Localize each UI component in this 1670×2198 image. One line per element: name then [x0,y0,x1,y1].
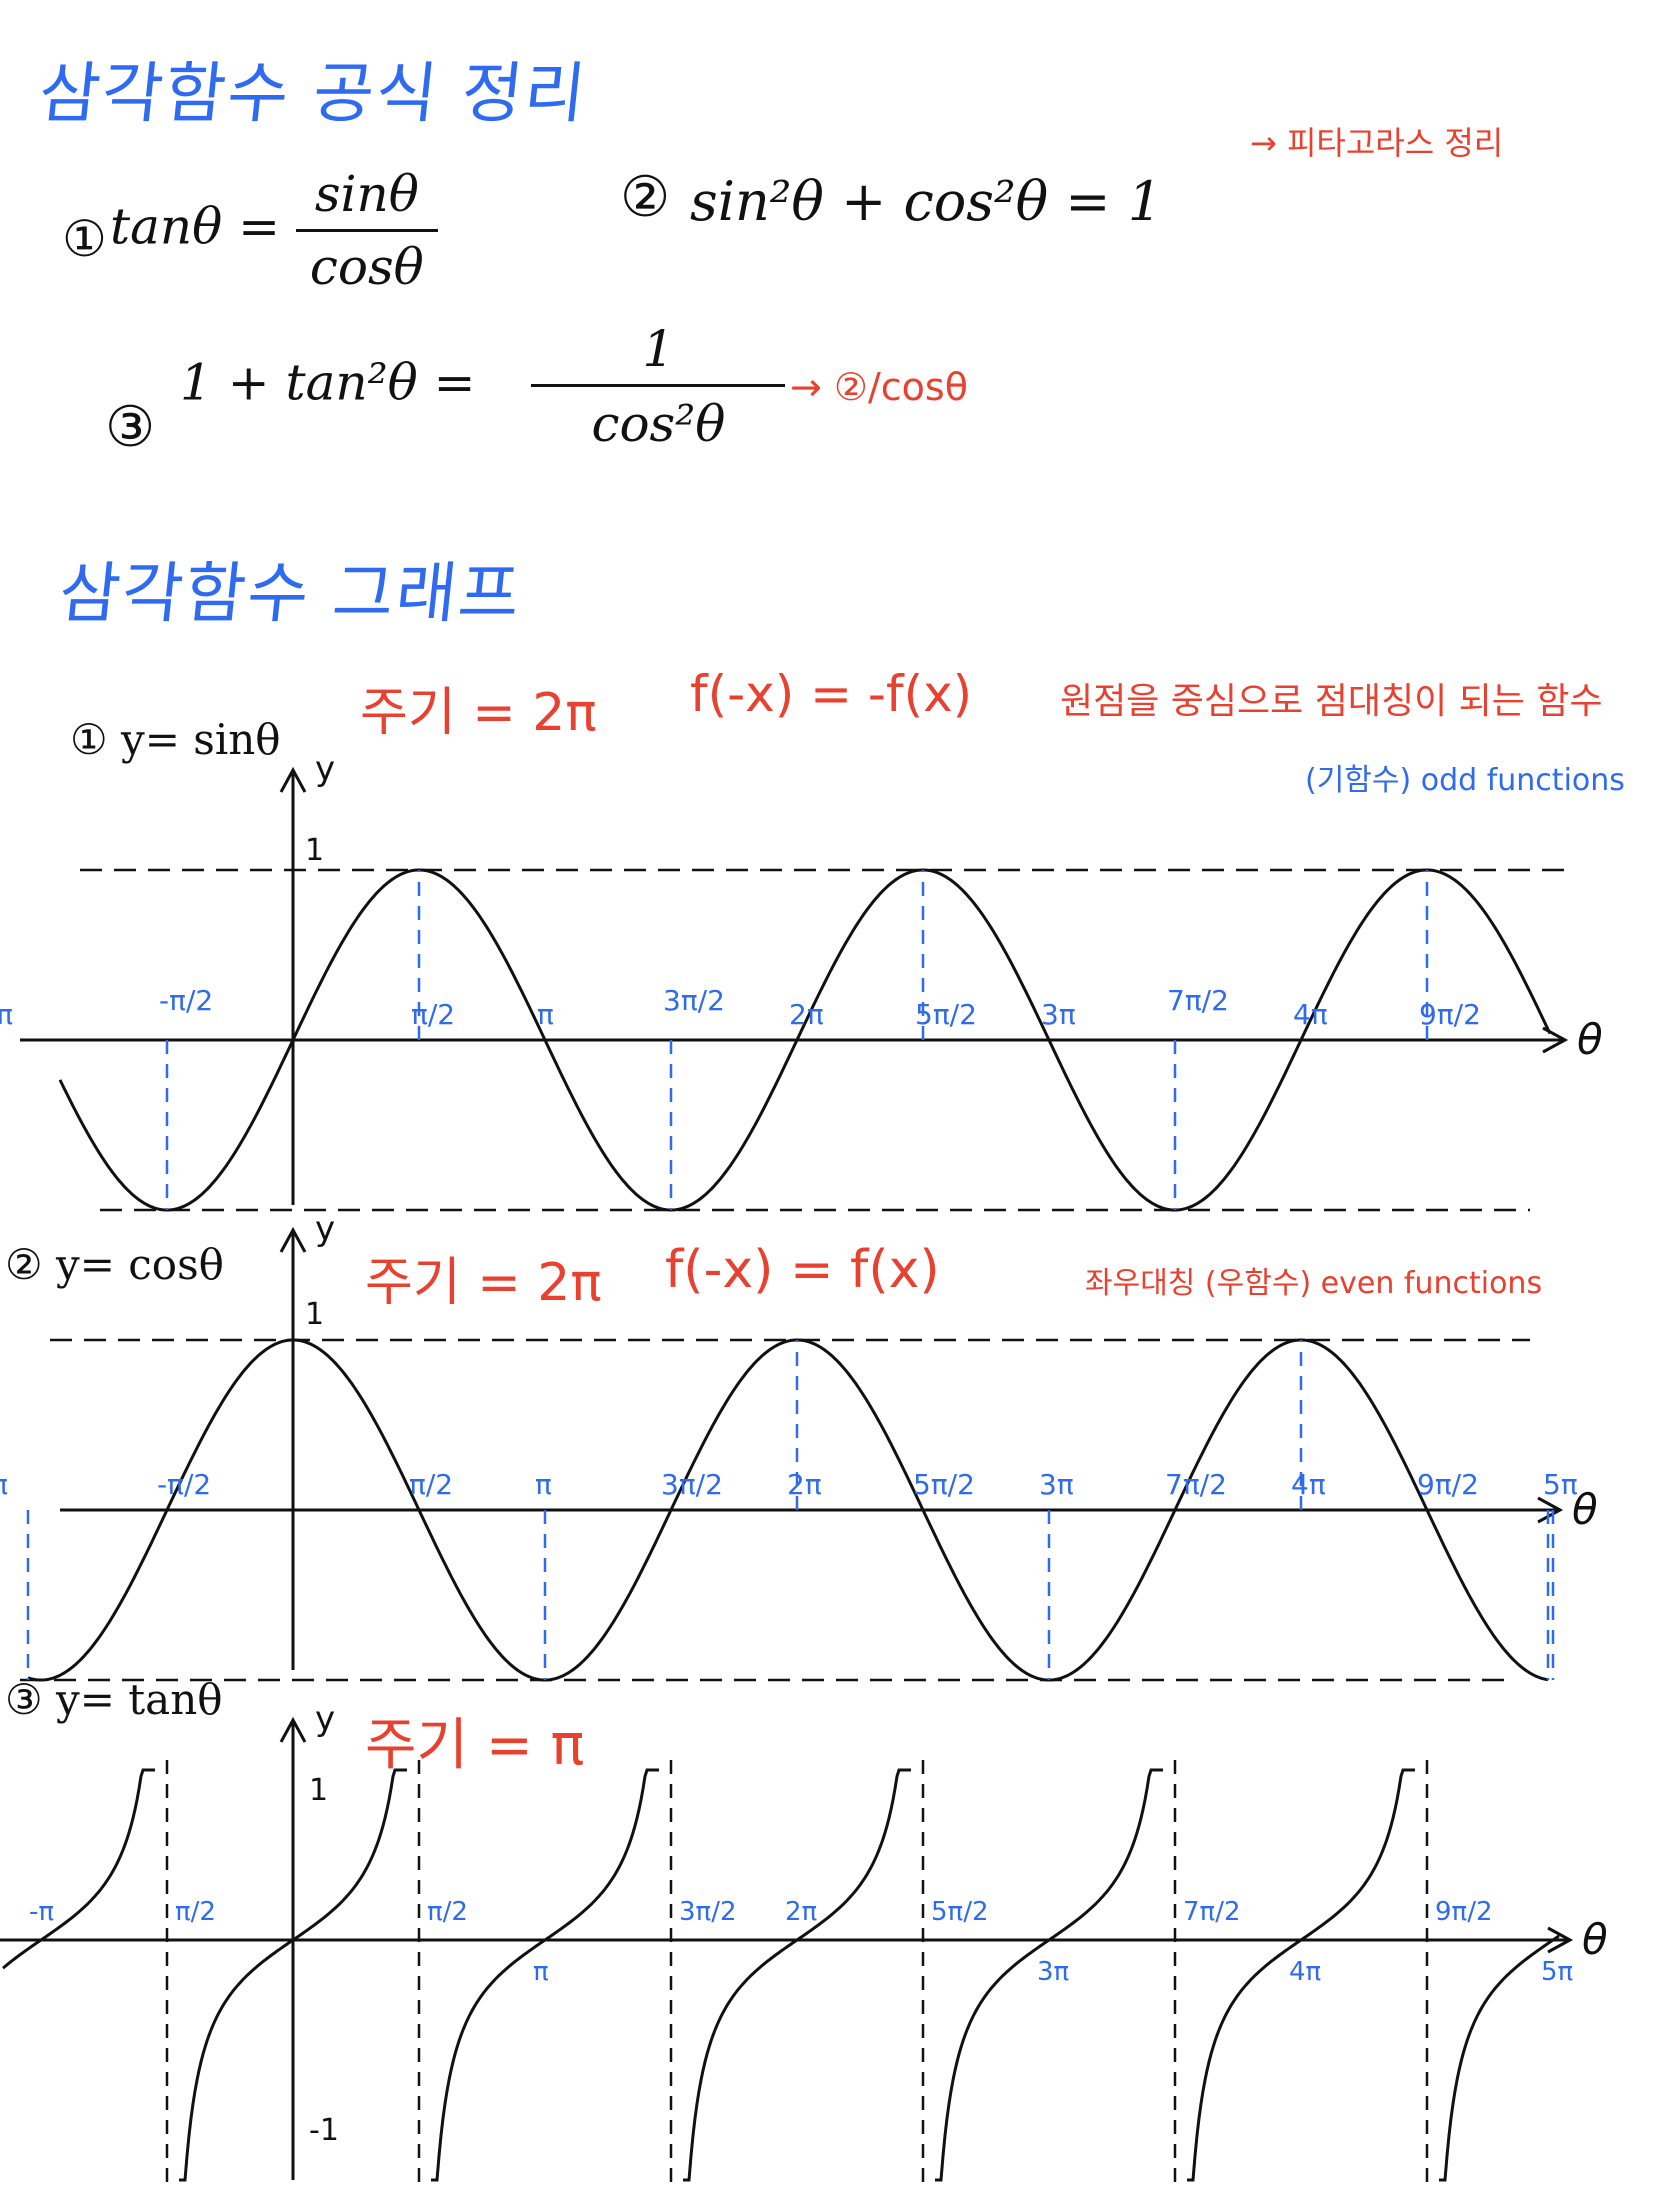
sin-tick-label-6: 5π/2 [915,998,977,1031]
tan-tick-label-7: 3π [1037,1957,1069,1987]
tan-tick-label-0: -π [29,1897,54,1927]
tan-branch-3 [683,1768,911,2182]
formula-3-lhs: 1 + tan²θ = [180,353,476,412]
sin-tick-label-9: 4π [1293,998,1328,1031]
sin-tick-label-3: π [537,998,554,1031]
formula-3-number: ③ [105,395,156,460]
sin-period: 주기 = 2π [360,683,597,743]
sin-y-axis-arrow [279,766,307,793]
sin-type-note: (기함수) odd functions [1305,763,1625,798]
formula-3-fraction: 1 cos²θ [531,320,786,453]
tan-branch-2 [431,1768,659,2182]
cos-one-label: 1 [305,1297,324,1332]
tan-x-axis-arrow [1547,1926,1574,1954]
tan-one-label: 1 [309,1773,328,1808]
cos-symmetry-note: 좌우대칭 (우함수) even functions [1085,1266,1543,1301]
tan-tick-label-1: π/2 [175,1897,216,1927]
formula-3-note: → ②/cosθ [790,365,968,409]
cos-x-axis-arrow [1537,1496,1564,1524]
tan-tick-label-4: 3π/2 [679,1897,737,1927]
formula-1-lhs: tanθ = [110,197,280,256]
tan-tick-label-3: π [533,1957,549,1987]
sin-tick-label-1: -π/2 [159,984,213,1017]
cos-header: ② y= cosθ [5,1240,224,1289]
formula-3-numerator: 1 [642,320,675,378]
tan-tick-label-5: 2π [785,1897,817,1927]
tan-graph: y θ 1 -1 -π π/2 π/2 π 3π/2 2π 5π/2 3π 7π/2 4π 9π/2 5π [0,1699,1608,2185]
cos-tick-label-5: 2π [787,1468,822,1501]
sin-tick-label-4: 3π/2 [663,984,725,1017]
tan-branch-6 [1439,1934,1560,2182]
sin-tick-label-10: 9π/2 [1419,998,1481,1031]
sin-graph: y θ 1 -π -π/2 π/2 π 3π/2 2π 5π/2 3π 7π/2 4π 9π/2 [0,749,1603,1212]
tan-period: 주기 = π [365,1713,585,1778]
formula-1-fraction: sinθ cosθ [295,165,438,296]
cos-tick-label-11: 5π [1543,1468,1578,1501]
cos-tick-label-1: -π/2 [157,1468,211,1501]
formula-2-number: ② [620,165,671,230]
tan-tick-label-10: 9π/2 [1435,1897,1493,1927]
sin-symmetry-note: 원점을 중심으로 점대칭이 되는 함수 [1060,681,1603,722]
formula-1-number: ① [62,210,107,268]
formula-1: tanθ = sinθ cosθ [110,165,438,296]
cos-graph: y θ 1 -π -π/2 π/2 π 3π/2 2π 5π/2 3π 7π/2 4π 9π/2 5π [0,1209,1598,1682]
formula-3-denominator: cos²θ [531,384,786,453]
tan-tick-label-8: 7π/2 [1183,1897,1241,1927]
sin-symmetry: f(-x) = -f(x) [690,665,973,723]
tan-y-label: y [315,1699,335,1739]
formula-3: 1 + tan²θ = 1 cos²θ [180,320,786,453]
formula-2-note: → 피타고라스 정리 [1250,124,1504,162]
tan-x-label: θ [1582,1915,1608,1964]
tan-y-axis-arrow [279,1716,307,1743]
sin-tick-label-2: π/2 [411,998,455,1031]
formula-1-denominator: cosθ [295,229,438,296]
tan-header: ③ y= tanθ [5,1675,223,1724]
cos-y-axis-arrow [279,1226,307,1253]
cos-curve [27,1338,1549,1682]
formula-2: sin²θ + cos²θ = 1 [690,170,1163,233]
tan-tick-label-9: 4π [1289,1957,1321,1987]
tan-branch-1 [179,1768,407,2182]
cos-tick-label-2: π/2 [409,1468,453,1501]
sin-tick-label-7: 3π [1041,998,1076,1031]
cos-tick-label-7: 3π [1039,1468,1074,1501]
cos-tick-label-8: 7π/2 [1165,1468,1227,1501]
sin-curve [58,868,1552,1212]
tan-branch-5 [1187,1768,1415,2182]
tan-minus-one-label: -1 [309,2113,339,2148]
cos-y-label: y [315,1209,335,1249]
cos-tick-label-4: 3π/2 [661,1468,723,1501]
sin-x-label: θ [1577,1015,1603,1064]
tan-tick-label-11: 5π [1541,1957,1573,1987]
cos-period: 주기 = 2π [365,1253,602,1313]
tan-tick-label-2: π/2 [427,1897,468,1927]
cos-tick-label-9: 4π [1291,1468,1326,1501]
cos-tick-label-6: 5π/2 [913,1468,975,1501]
cos-symmetry: f(-x) = f(x) [665,1240,940,1300]
tan-tick-label-6: 5π/2 [931,1897,989,1927]
sin-tick-label-0: -π [0,998,13,1031]
sin-header: ① y= sinθ [70,715,281,764]
cos-tick-label-0: -π [0,1468,8,1501]
cos-tick-label-10: 9π/2 [1417,1468,1479,1501]
sin-one-label: 1 [305,833,324,868]
sin-tick-label-5: 2π [789,998,824,1031]
cos-tick-label-3: π [535,1468,552,1501]
tan-branch-0 [2,1768,155,1970]
sin-tick-label-8: 7π/2 [1167,984,1229,1017]
cos-x-label: θ [1572,1485,1598,1534]
formula-1-numerator: sinθ [314,165,419,223]
tan-branch-4 [935,1768,1163,2182]
sin-y-label: y [315,749,335,789]
